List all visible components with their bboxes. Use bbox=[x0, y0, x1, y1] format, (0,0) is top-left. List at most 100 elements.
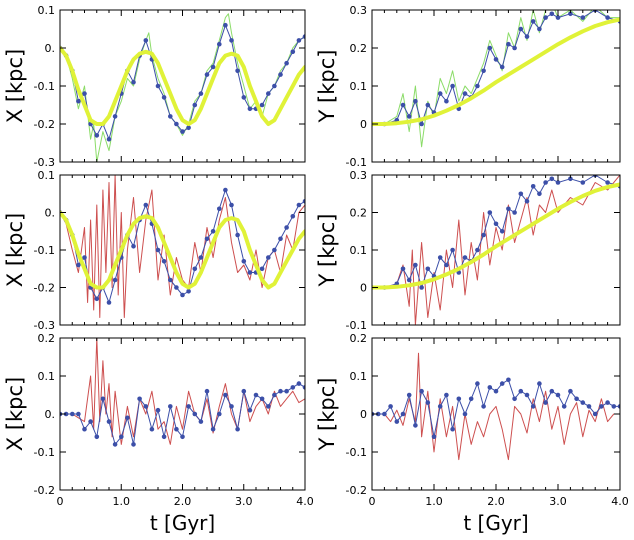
data-point bbox=[605, 180, 610, 185]
data-point bbox=[493, 57, 499, 62]
data-point bbox=[235, 232, 240, 238]
data-point bbox=[419, 388, 424, 394]
panel-bottom-left: 0.2 0.1 0. -0.1 -0.20 1.0 2.0 3.0 4.0 X [kpc] t [G… bbox=[3, 332, 314, 535]
y-tick-label: 0.1 bbox=[350, 244, 368, 257]
y-tick-label: -0.1 bbox=[346, 319, 367, 332]
data-point bbox=[413, 98, 418, 104]
series-line-dotted bbox=[372, 175, 620, 288]
data-point bbox=[400, 411, 406, 417]
data-point bbox=[82, 91, 87, 96]
data-point bbox=[76, 98, 81, 104]
data-point bbox=[499, 64, 505, 70]
data-point bbox=[580, 400, 586, 405]
data-point bbox=[198, 91, 204, 96]
data-point bbox=[512, 210, 517, 215]
data-point bbox=[375, 411, 381, 417]
data-point bbox=[537, 26, 542, 32]
data-point bbox=[204, 72, 210, 77]
data-point bbox=[143, 202, 149, 208]
data-point bbox=[493, 388, 499, 394]
data-point bbox=[119, 434, 124, 440]
data-point bbox=[180, 434, 185, 440]
data-point bbox=[599, 404, 604, 409]
y-axis-label: X [kpc] bbox=[3, 49, 27, 123]
data-point bbox=[204, 236, 210, 242]
data-point bbox=[524, 199, 530, 204]
data-point bbox=[468, 396, 474, 402]
y-tick-label: 0.1 bbox=[350, 80, 368, 93]
data-point bbox=[210, 229, 216, 234]
data-point bbox=[518, 388, 524, 394]
data-point bbox=[419, 285, 424, 290]
data-point bbox=[106, 300, 112, 305]
data-point bbox=[512, 45, 517, 51]
data-point bbox=[131, 442, 136, 447]
data-point bbox=[94, 434, 100, 440]
series-line-thin bbox=[372, 10, 620, 148]
data-point bbox=[450, 83, 455, 89]
data-point bbox=[302, 34, 305, 39]
data-point bbox=[475, 247, 480, 253]
data-point bbox=[296, 38, 302, 43]
data-point bbox=[125, 415, 130, 421]
data-point bbox=[278, 236, 283, 242]
y-tick-label: 0.1 bbox=[350, 370, 368, 383]
y-tick-label: -0.1 bbox=[34, 446, 55, 459]
data-point bbox=[290, 49, 296, 55]
panel-middle-right: 0.3 0.2 0.1 0 -0.1 Y [kpc] bbox=[315, 169, 621, 332]
data-point bbox=[413, 262, 418, 268]
data-point bbox=[406, 277, 412, 283]
data-point bbox=[217, 206, 222, 212]
data-point bbox=[493, 221, 499, 227]
data-point bbox=[168, 404, 173, 409]
data-point bbox=[112, 277, 118, 283]
y-tick-label: 0 bbox=[360, 282, 367, 295]
data-point bbox=[302, 385, 305, 390]
data-point bbox=[481, 68, 486, 74]
data-point bbox=[149, 426, 155, 432]
data-point bbox=[94, 296, 100, 302]
data-point bbox=[284, 388, 289, 394]
data-point bbox=[518, 26, 524, 32]
data-point bbox=[192, 102, 198, 108]
data-point bbox=[605, 15, 610, 20]
data-point bbox=[437, 91, 443, 96]
data-point bbox=[168, 114, 173, 119]
y-axis-label: Y [kpc] bbox=[315, 378, 339, 452]
data-point bbox=[499, 229, 505, 234]
data-point bbox=[76, 411, 81, 417]
data-point bbox=[210, 64, 216, 70]
y-tick-label: -0.1 bbox=[346, 446, 367, 459]
data-point bbox=[174, 121, 179, 127]
data-point bbox=[168, 277, 173, 283]
y-tick-label: -0.2 bbox=[34, 118, 55, 131]
data-point bbox=[247, 270, 253, 275]
data-point bbox=[63, 411, 69, 417]
data-point bbox=[82, 255, 87, 260]
data-point bbox=[241, 259, 247, 264]
data-point bbox=[284, 60, 289, 66]
data-point bbox=[210, 426, 216, 432]
x-tick-label: 3.0 bbox=[549, 495, 567, 508]
data-point bbox=[223, 392, 228, 398]
data-point bbox=[524, 34, 530, 39]
data-point bbox=[192, 411, 198, 417]
data-point bbox=[450, 426, 455, 432]
y-tick-label: 0.1 bbox=[38, 169, 56, 182]
data-point bbox=[94, 133, 100, 138]
data-point bbox=[475, 381, 480, 386]
data-point bbox=[100, 396, 106, 402]
data-point bbox=[487, 45, 493, 51]
x-tick-label: 3.0 bbox=[235, 495, 253, 508]
data-point bbox=[481, 232, 486, 238]
data-point bbox=[561, 404, 567, 409]
data-point bbox=[568, 11, 573, 17]
data-point bbox=[549, 11, 555, 17]
y-tick-label: 0. bbox=[45, 42, 56, 55]
data-point bbox=[186, 289, 191, 294]
data-point bbox=[143, 38, 149, 43]
x-tick-label: 1.0 bbox=[425, 495, 443, 508]
data-point bbox=[406, 392, 412, 398]
data-point bbox=[76, 262, 81, 268]
data-point bbox=[278, 388, 283, 394]
